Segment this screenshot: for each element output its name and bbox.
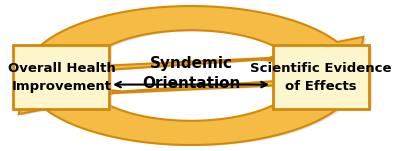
FancyBboxPatch shape	[276, 47, 371, 110]
Polygon shape	[19, 79, 357, 145]
Polygon shape	[25, 6, 363, 72]
Polygon shape	[22, 81, 360, 146]
FancyBboxPatch shape	[273, 45, 369, 109]
Text: Syndemic: Syndemic	[150, 56, 233, 71]
Text: Scientific Evidence
of Effects: Scientific Evidence of Effects	[250, 61, 391, 93]
Text: Overall Health
Improvement: Overall Health Improvement	[8, 61, 115, 93]
Text: Orientation: Orientation	[142, 76, 240, 91]
FancyBboxPatch shape	[14, 45, 109, 109]
FancyBboxPatch shape	[16, 47, 113, 110]
Polygon shape	[28, 7, 366, 73]
